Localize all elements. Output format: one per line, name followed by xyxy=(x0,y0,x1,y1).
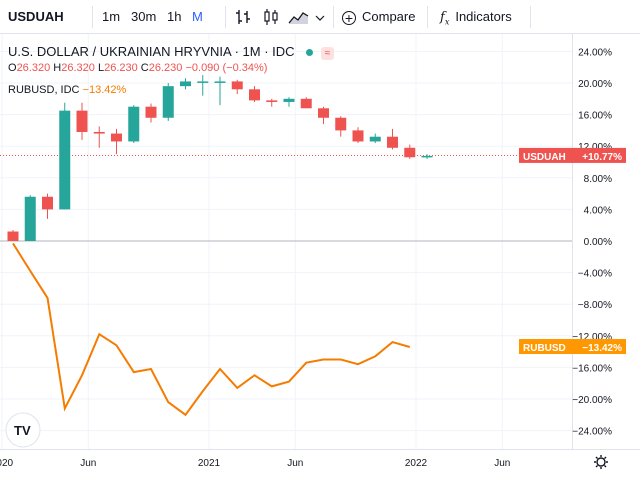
candle-body xyxy=(24,196,36,241)
candle-body xyxy=(335,117,347,131)
low-value: 26.230 xyxy=(104,62,138,74)
candle-body xyxy=(352,130,364,142)
close-value: 26.230 xyxy=(148,62,183,74)
candle-body xyxy=(387,136,398,148)
toolbar-divider xyxy=(530,6,531,28)
candle-body xyxy=(369,136,381,142)
candle-body xyxy=(128,106,140,142)
compare-label: Compare xyxy=(362,9,416,24)
legend-ohlc-row: O26.320 H26.320 L26.230 C26.230 −0.090 (… xyxy=(8,62,267,74)
price-tag-rubusd xyxy=(519,339,626,355)
candle-body xyxy=(214,81,226,83)
candle-body xyxy=(300,98,312,109)
high-key: H xyxy=(53,62,62,74)
candle-body xyxy=(7,231,19,241)
x-tick-label: 2022 xyxy=(405,458,428,469)
candle-body xyxy=(42,196,53,210)
legend-compare-row[interactable]: RUBUSD, IDC −13.42% xyxy=(8,84,126,96)
y-tick-label: 0.00% xyxy=(584,237,612,248)
x-tick-label: Jun xyxy=(80,458,96,469)
toolbar-divider xyxy=(333,6,334,28)
toolbar: USDUAH 1m 30m 1h M + Compare fx Indicators xyxy=(0,0,640,34)
compare-button[interactable]: + Compare xyxy=(342,0,415,34)
data-delay-badge: ≈ xyxy=(320,47,335,60)
legend-title: U.S. DOLLAR / UKRAINIAN HRYVNIA · 1M · I… xyxy=(8,44,295,59)
y-tick-label: −8.00% xyxy=(578,300,612,311)
compare-symbol-label: RUBUSD, IDC xyxy=(8,84,80,96)
market-status-icon xyxy=(306,49,314,57)
candle-body xyxy=(180,81,191,87)
time-axis[interactable]: 2020 Jun 2021 Jun 2022 Jun xyxy=(0,458,510,469)
series-line-rubusd xyxy=(12,242,411,417)
interval-30m[interactable]: 30m xyxy=(131,9,157,24)
high-value: 26.320 xyxy=(61,62,95,74)
y-tick-label: −12.00% xyxy=(572,332,612,343)
open-key: O xyxy=(8,62,17,74)
candles xyxy=(7,75,433,241)
open-value: 26.320 xyxy=(16,62,51,74)
price-tag-symbol: USDUAH xyxy=(523,152,566,163)
price-tag-symbol: RUBUSD xyxy=(523,343,566,354)
y-tick-label: 16.00% xyxy=(578,111,612,122)
candle-body xyxy=(145,106,157,118)
symbol-search[interactable]: USDUAH xyxy=(8,9,64,24)
price-tag-usduah xyxy=(519,147,626,163)
toolbar-divider xyxy=(92,6,93,28)
price-tags: USDUAH +10.77% RUBUSD −13.42% xyxy=(519,147,626,355)
candle-body xyxy=(249,89,260,101)
grid xyxy=(0,34,572,449)
price-tag-value: −13.42% xyxy=(582,343,622,354)
y-tick-label: 20.00% xyxy=(578,79,612,90)
candle-body xyxy=(283,98,295,102)
candle-body xyxy=(266,100,278,102)
candle-body xyxy=(197,81,209,83)
y-tick-label: −20.00% xyxy=(572,395,612,406)
toolbar-divider xyxy=(225,6,226,28)
svg-text:TV: TV xyxy=(14,423,31,438)
legend-title-row: U.S. DOLLAR / UKRAINIAN HRYVNIA · 1M · I… xyxy=(8,44,335,60)
price-tag-value: +10.77% xyxy=(582,152,622,163)
chevron-down-icon[interactable] xyxy=(315,13,325,23)
indicators-label: Indicators xyxy=(455,9,512,24)
candle-body xyxy=(162,86,174,118)
price-axis[interactable]: 24.00% 20.00% 16.00% 12.00% 8.00% 4.00% 0.00% −… xyxy=(572,47,612,437)
y-tick-label: 12.00% xyxy=(578,142,612,153)
y-tick-label: 4.00% xyxy=(584,205,612,216)
candle-body xyxy=(59,110,71,210)
candle-body xyxy=(421,155,433,158)
toolbar-divider xyxy=(427,6,428,28)
candle-body xyxy=(111,133,122,142)
candle-body xyxy=(231,81,243,90)
y-tick-label: −24.00% xyxy=(572,427,612,438)
fx-icon: fx xyxy=(440,10,450,27)
candles-icon[interactable] xyxy=(262,8,280,26)
change-value: −0.090 (−0.34%) xyxy=(185,62,268,74)
candle-body xyxy=(93,131,105,134)
settings-gear-icon[interactable] xyxy=(594,455,608,469)
x-tick-label: Jun xyxy=(494,458,510,469)
x-tick-label: 2021 xyxy=(198,458,221,469)
area-chart-icon[interactable] xyxy=(288,8,310,26)
candle-body xyxy=(76,110,88,132)
candle-body xyxy=(318,108,329,118)
plus-circle-icon: + xyxy=(342,10,356,25)
y-tick-label: −4.00% xyxy=(578,269,612,280)
tradingview-logo[interactable]: TV xyxy=(5,412,41,448)
x-tick-label: Jun xyxy=(287,458,303,469)
interval-1m[interactable]: 1m xyxy=(102,9,121,24)
interval-1h[interactable]: 1h xyxy=(167,9,182,24)
low-key: L xyxy=(97,62,105,74)
y-tick-label: 8.00% xyxy=(584,174,612,185)
bar-style-icon[interactable] xyxy=(234,8,252,26)
indicators-button[interactable]: fx Indicators xyxy=(440,0,512,34)
close-key: C xyxy=(140,62,149,74)
compare-symbol-value: −13.42% xyxy=(82,84,127,96)
x-tick-label: 2020 xyxy=(0,458,14,469)
y-tick-label: 24.00% xyxy=(578,47,612,58)
interval-1M[interactable]: M xyxy=(192,9,203,24)
candle-body xyxy=(404,147,416,158)
y-tick-label: −16.00% xyxy=(572,363,612,374)
